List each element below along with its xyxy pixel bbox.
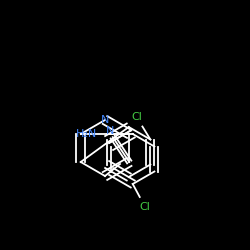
Text: Cl: Cl [139, 202, 150, 212]
Text: N: N [106, 126, 114, 136]
Text: H₂N: H₂N [76, 129, 97, 139]
Text: Cl: Cl [131, 112, 142, 122]
Text: N: N [101, 115, 109, 125]
